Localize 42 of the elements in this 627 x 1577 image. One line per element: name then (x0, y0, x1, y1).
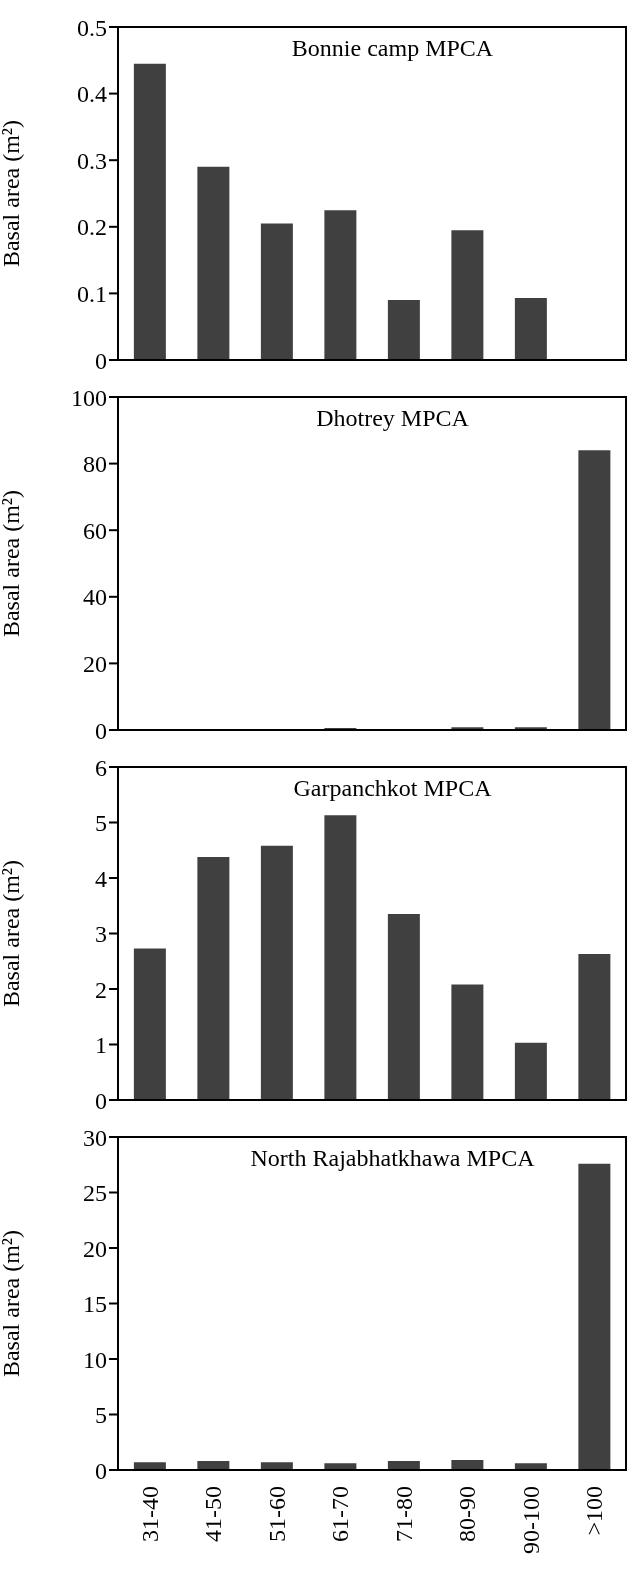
y-tick-label: 15 (83, 1291, 107, 1318)
x-tick-label: >100 (581, 1486, 608, 1536)
y-tick-label: 20 (83, 1235, 107, 1262)
chart-title: Garpanchkot MPCA (293, 775, 492, 801)
y-axis-title: Basal area (m²) (0, 119, 24, 268)
x-tick-label: 51-60 (263, 1486, 290, 1542)
y-tick-label: 0.3 (77, 147, 107, 174)
chart-title: Dhotrey MPCA (316, 405, 469, 431)
y-tick-label: 3 (95, 921, 107, 948)
x-tick-label: 61-70 (327, 1486, 354, 1542)
y-tick-label: 0.2 (77, 214, 107, 241)
x-tick-label: 80-90 (454, 1486, 481, 1542)
x-tick-label: 31-40 (136, 1486, 163, 1542)
y-tick-label: 0.1 (77, 280, 107, 307)
x-tick-label: 71-80 (390, 1486, 417, 1542)
x-tick-label: 41-50 (200, 1486, 227, 1542)
y-tick-label: 10 (83, 1346, 107, 1373)
y-tick-label: 4 (95, 865, 107, 892)
y-axis-title: Basal area (m²) (0, 859, 24, 1008)
y-tick-label: 40 (83, 584, 107, 611)
y-tick-label: 60 (83, 517, 107, 544)
y-tick-label: 0 (95, 1457, 107, 1484)
y-tick-label: 5 (95, 810, 107, 837)
y-tick-label: 1 (95, 1032, 107, 1059)
y-tick-label: 0 (95, 347, 107, 374)
y-tick-label: 0.4 (77, 81, 107, 108)
chart-title: North Rajabhatkhawa MPCA (250, 1145, 535, 1171)
y-tick-label: 25 (83, 1180, 107, 1207)
y-tick-label: 30 (83, 1124, 107, 1151)
y-tick-label: 80 (83, 451, 107, 478)
y-tick-label: 6 (95, 754, 107, 781)
y-axis-title: Basal area (m²) (0, 489, 24, 638)
chart-title: Bonnie camp MPCA (291, 35, 494, 61)
y-axis-title: Basal area (m²) (0, 1229, 24, 1378)
y-tick-label: 0 (95, 717, 107, 744)
y-tick-label: 2 (95, 976, 107, 1003)
y-tick-label: 100 (71, 384, 107, 411)
y-tick-label: 20 (83, 650, 107, 677)
x-tick-label: 90-100 (517, 1486, 544, 1554)
y-tick-label: 0.5 (77, 14, 107, 41)
y-tick-label: 0 (95, 1087, 107, 1114)
y-tick-label: 5 (95, 1402, 107, 1429)
